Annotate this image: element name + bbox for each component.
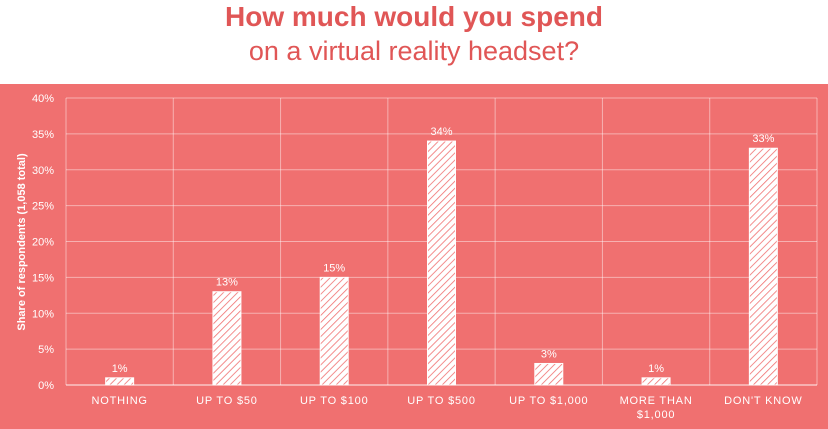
y-tick-label: 25% [32,201,54,213]
bar-chart: 0% 5% 10% 15% 20% 25% 30% 35% 40% 1% NOTHING 13% UP… [16,93,818,421]
x-tick-label: DON'T KNOW [724,395,802,407]
x-tick-label: UP TO $100 [300,395,369,407]
bar-value-label: 3% [541,348,557,360]
y-tick-label: 15% [32,272,54,284]
bar-value-label: 34% [430,126,452,138]
y-tick-label: 10% [32,308,54,320]
bar-value-label: 33% [752,133,774,145]
bar [748,147,778,386]
bar [641,377,671,386]
y-tick-label: 5% [38,344,54,356]
y-tick-label: 30% [32,165,54,177]
chart-title-line-1: How much would you spend [225,1,603,32]
x-tick-label: UP TO $500 [407,395,476,407]
bar-value-label: 1% [648,363,664,375]
chart-title-line-2: on a virtual reality headset? [248,36,580,66]
x-tick-label: UP TO $50 [196,395,258,407]
y-tick-label: 35% [32,129,54,141]
bar-value-label: 1% [112,363,128,375]
x-tick-label: MORE THAN $1,000 [620,395,693,421]
bar-value-label: 13% [216,277,238,289]
bar [319,276,349,386]
chart-panel [0,84,828,429]
bar [212,291,242,386]
y-tick-label: 40% [32,93,54,105]
y-tick-label: 0% [38,380,54,392]
y-axis-title: Share of respondents (1,058 total) [16,153,28,331]
bar [427,140,456,386]
y-tick-label: 20% [32,237,54,249]
bar [534,362,564,386]
bar-value-label: 15% [323,262,345,274]
chart-header: How much would you spend on a virtual re… [0,0,828,84]
bar [105,377,135,386]
x-tick-label: NOTHING [91,395,147,407]
x-tick-label: UP TO $1,000 [509,395,588,407]
